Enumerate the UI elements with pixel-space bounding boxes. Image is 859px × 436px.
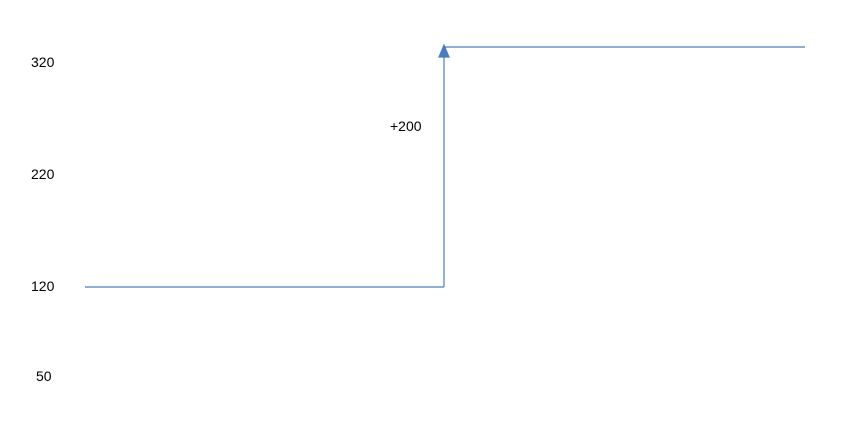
step-annotation: +200 [390,118,422,134]
axis-label-220: 220 [31,166,55,182]
axis-label-320: 320 [31,54,55,70]
axis-label-120: 120 [31,278,55,294]
axis-label-50: 50 [36,368,52,384]
arrow-head-icon [438,43,450,58]
